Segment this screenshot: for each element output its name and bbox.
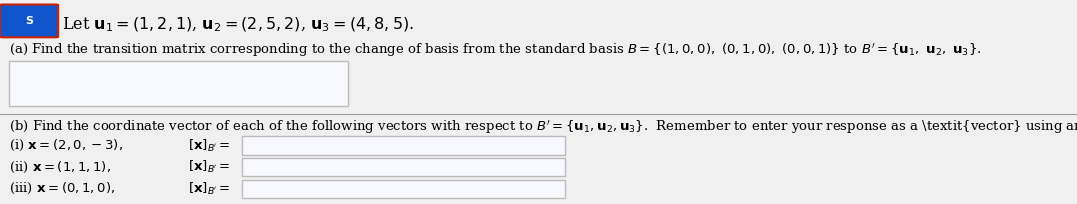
Text: (b) Find the coordinate vector of each of the following vectors with respect to : (b) Find the coordinate vector of each o… (9, 119, 1077, 136)
Text: S: S (25, 16, 33, 26)
Text: $[\mathbf{x}]_{B'} =$: $[\mathbf{x}]_{B'} =$ (188, 138, 232, 154)
FancyBboxPatch shape (0, 4, 58, 37)
Text: (iii) $\mathbf{x} = (0, 1, 0),$: (iii) $\mathbf{x} = (0, 1, 0),$ (9, 181, 115, 196)
Text: Let $\mathbf{u}_1 = (1, 2, 1)$, $\mathbf{u}_2 = (2, 5, 2)$, $\mathbf{u}_3 = (4, : Let $\mathbf{u}_1 = (1, 2, 1)$, $\mathbf… (62, 15, 415, 34)
FancyBboxPatch shape (242, 136, 565, 155)
FancyBboxPatch shape (242, 180, 565, 198)
FancyBboxPatch shape (9, 61, 348, 106)
Text: $[\mathbf{x}]_{B'} =$: $[\mathbf{x}]_{B'} =$ (188, 159, 232, 175)
Text: $[\mathbf{x}]_{B'} =$: $[\mathbf{x}]_{B'} =$ (188, 181, 232, 197)
FancyBboxPatch shape (242, 158, 565, 176)
Text: (ii) $\mathbf{x} = (1, 1, 1),$: (ii) $\mathbf{x} = (1, 1, 1),$ (9, 160, 111, 175)
Text: (a) Find the transition matrix corresponding to the change of basis from the sta: (a) Find the transition matrix correspon… (9, 41, 981, 59)
Text: (i) $\mathbf{x} = (2, 0, -3),$: (i) $\mathbf{x} = (2, 0, -3),$ (9, 138, 123, 153)
